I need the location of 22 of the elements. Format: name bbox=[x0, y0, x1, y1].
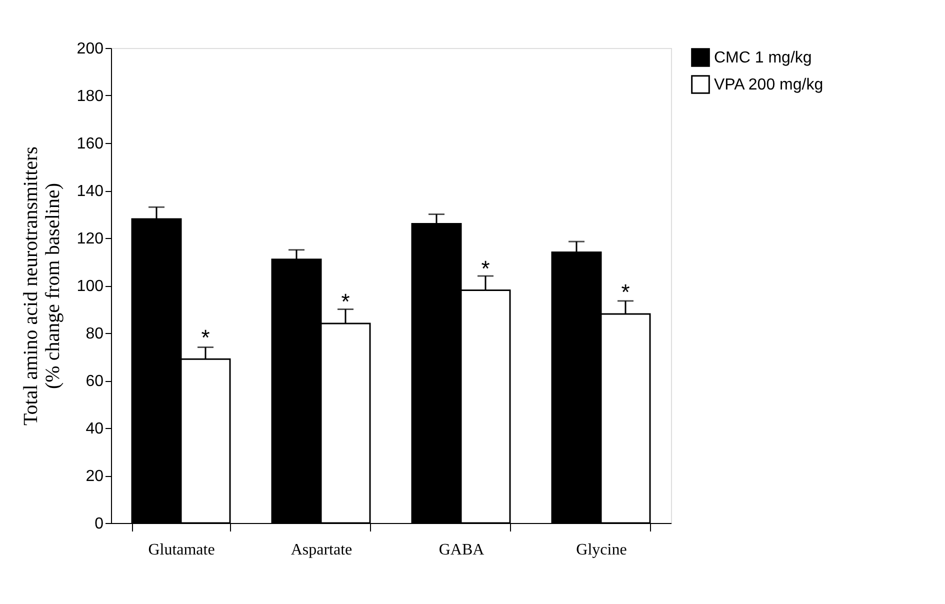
annotation: * bbox=[201, 324, 210, 350]
y-tick-label: 80 bbox=[86, 326, 104, 342]
y-tick-label: 100 bbox=[76, 278, 104, 295]
annotation: * bbox=[621, 280, 630, 305]
y-axis-title: Total amino acid neurotransmitters (% change from baseline) bbox=[20, 146, 64, 426]
x-tick-label: Glutamate bbox=[148, 542, 215, 558]
y-tick-label: 60 bbox=[86, 373, 104, 390]
x-tick-label: Aspartate bbox=[290, 542, 352, 558]
y-tick-label: 120 bbox=[76, 230, 104, 248]
annotation: * bbox=[481, 256, 490, 281]
y-tick-label: 160 bbox=[76, 136, 104, 152]
y-tick-label: 180 bbox=[76, 88, 104, 105]
y-tick-label: 0 bbox=[94, 516, 104, 532]
legend-label: CMC 1 mg/kg bbox=[714, 50, 812, 66]
annotation: * bbox=[341, 289, 350, 314]
y-tick-label: 200 bbox=[76, 40, 104, 58]
x-tick-label: GABA bbox=[438, 542, 485, 558]
x-tick-label: Glycine bbox=[576, 542, 627, 558]
y-tick-label: 40 bbox=[86, 420, 104, 438]
legend-label: VPA 200 mg/kg bbox=[714, 76, 824, 94]
y-tick-label: 20 bbox=[86, 468, 104, 485]
y-tick-label: 140 bbox=[76, 183, 104, 200]
